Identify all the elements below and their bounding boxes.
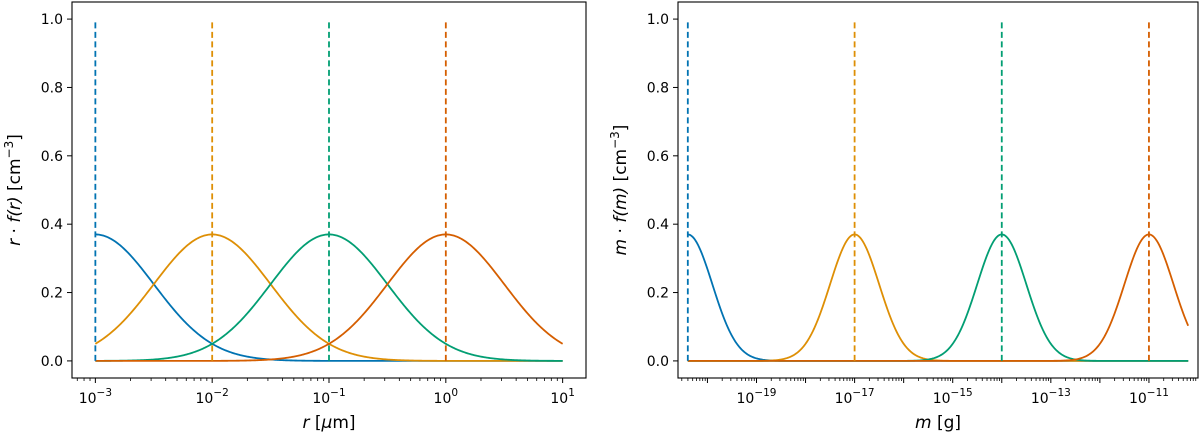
left-xtick-label: 100 [434,387,459,407]
left-panel: 0.0 0.2 0.4 0.6 0.8 1.0 10−3 10−2 10−1 100 101 r [μ… [2,1,587,432]
right-ytick-label: 0.8 [647,80,669,96]
right-x-axis-label: m [g] [915,413,961,432]
right-xtick-label: 10−17 [835,387,875,407]
right-ytick-label: 0.4 [647,217,669,233]
left-ytick-label: 0.0 [41,354,63,370]
right-axes-frame [677,1,1199,379]
left-ytick-label: 1.0 [41,12,63,28]
right-plot-area [686,19,1190,362]
left-y-axis-label: r · f(r) [cm−3] [2,134,25,246]
right-series-orange-curve [687,233,1189,362]
right-series-green-curve [687,233,1189,362]
right-series-red-curve [687,233,1190,362]
right-y-axis-label: m · f(m) [cm−3] [608,125,631,256]
right-panel: 0.0 0.2 0.4 0.6 0.8 1.0 10−19 10−17 10−15 10−13 10… [608,1,1199,432]
right-xtick-label: 10−11 [1129,387,1169,407]
right-xtick-label: 10−15 [933,387,973,407]
left-ytick-label: 0.2 [41,286,63,302]
left-ytick-label: 0.6 [41,149,63,165]
left-ytick-label: 0.8 [41,80,63,96]
left-x-axis-label: r [μm] [302,413,355,432]
left-xtick-label: 10−1 [312,387,345,407]
left-series-red-curve [95,233,564,362]
right-series-blue-curve [687,233,1189,362]
left-ytick-label: 0.4 [41,217,63,233]
right-ytick-label: 0.2 [647,286,669,302]
left-xtick-label: 101 [550,387,575,407]
right-xtick-label: 10−13 [1031,387,1071,407]
left-xtick-label: 10−3 [79,387,112,407]
left-plot-area [94,19,564,362]
right-ytick-label: 0.0 [647,354,669,370]
left-xtick-label: 10−2 [196,387,229,407]
right-xtick-label: 10−19 [736,387,776,407]
right-ytick-label: 1.0 [647,12,669,28]
right-ytick-label: 0.6 [647,149,669,165]
